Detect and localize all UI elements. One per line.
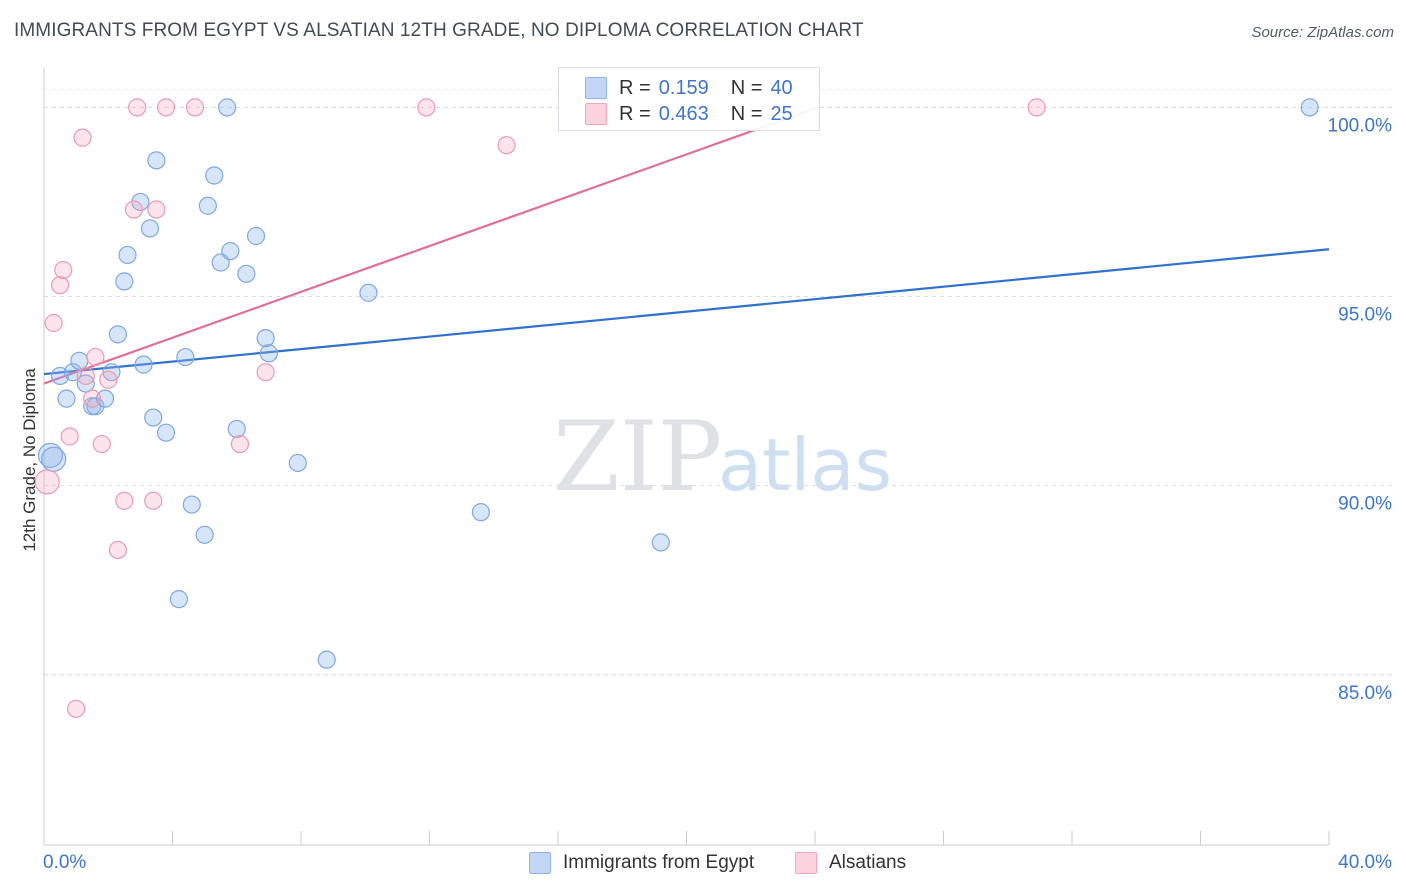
data-point-egypt	[169, 590, 189, 609]
trend-lines	[43, 106, 1330, 385]
data-point-egypt	[76, 374, 95, 393]
data-point-egypt	[317, 650, 336, 669]
x-tick-max: 40.0%	[1338, 852, 1392, 873]
data-point-alsatian	[497, 136, 516, 155]
legend-row-egypt: R = 0.159 N = 40	[585, 76, 793, 100]
legend-label-alsatian: Alsatians	[829, 852, 907, 873]
data-point-alsatian	[256, 363, 275, 382]
data-point-egypt	[37, 442, 64, 468]
data-point-alsatian	[54, 260, 73, 280]
data-point-alsatian	[83, 389, 102, 408]
watermark-atlas: atlas	[718, 423, 892, 507]
data-point-alsatian	[76, 366, 95, 386]
legend-r-label: R =	[619, 102, 651, 125]
y-tick-label: 90.0%	[1338, 494, 1392, 515]
y-tick-labels: 85.0% 90.0% 95.0% 100.0%	[1328, 115, 1393, 703]
watermark-zip: ZIP	[553, 401, 722, 513]
legend-swatch-alsatian	[795, 852, 817, 874]
data-point-egypt	[246, 226, 266, 246]
data-point-egypt	[156, 423, 176, 442]
data-point-alsatian	[156, 98, 176, 117]
data-point-alsatian	[86, 347, 105, 367]
data-point-alsatian	[44, 313, 63, 333]
legend-n-value: 40	[770, 76, 793, 99]
trend-line-alsatian	[43, 106, 819, 385]
source-label: Source: ZipAtlas.com	[1251, 24, 1394, 41]
data-point-egypt	[134, 355, 153, 374]
data-point-alsatian	[50, 276, 70, 295]
data-point-alsatian	[230, 434, 250, 454]
data-point-egypt	[1300, 98, 1319, 117]
data-point-egypt	[131, 192, 150, 212]
data-point-egypt	[57, 389, 76, 408]
y-tick-label: 95.0%	[1338, 305, 1392, 326]
data-point-egypt	[195, 525, 214, 544]
data-point-alsatian	[124, 200, 144, 219]
data-point-egypt	[471, 503, 490, 522]
data-point-alsatian	[147, 200, 166, 219]
data-point-egypt	[237, 264, 256, 283]
series-legend: Immigrants from Egypt Alsatians	[0, 852, 1406, 878]
data-point-alsatian	[144, 491, 163, 510]
data-point-egypt	[221, 242, 240, 261]
legend-item-egypt[interactable]: Immigrants from Egypt	[529, 852, 754, 874]
data-points	[34, 98, 1319, 718]
axes	[43, 68, 1330, 846]
data-point-alsatian	[185, 98, 205, 117]
legend-swatch-egypt	[529, 852, 551, 874]
data-point-egypt	[147, 151, 166, 170]
data-point-egypt	[95, 389, 115, 408]
data-point-egypt	[259, 344, 278, 363]
data-point-alsatian	[73, 128, 92, 147]
data-point-egypt	[256, 329, 275, 348]
data-point-egypt	[182, 495, 201, 514]
data-point-egypt	[115, 272, 134, 291]
data-point-alsatian	[128, 98, 147, 117]
data-point-egypt	[205, 166, 224, 185]
legend-n-label: N =	[730, 76, 763, 99]
data-point-egypt	[359, 283, 378, 302]
data-point-egypt	[288, 453, 307, 473]
trend-line-egypt	[43, 248, 1330, 376]
legend-r-value: 0.159	[658, 76, 709, 99]
data-point-egypt	[218, 98, 237, 117]
data-point-egypt	[176, 347, 195, 367]
chart-title: IMMIGRANTS FROM EGYPT VS ALSATIAN 12TH G…	[14, 20, 864, 41]
grid-lines	[44, 88, 1392, 676]
data-point-egypt	[41, 446, 67, 472]
legend-r-label: R =	[619, 76, 651, 99]
data-point-egypt	[118, 245, 137, 265]
data-point-alsatian	[99, 370, 118, 389]
legend-n-label: N =	[730, 102, 763, 125]
data-point-alsatian	[108, 540, 127, 560]
data-point-egypt	[144, 408, 163, 427]
legend-swatch-alsatian	[585, 103, 607, 125]
legend-row-alsatian: R = 0.463 N = 25	[585, 102, 793, 126]
correlation-legend: R = 0.159 N = 40 R = 0.463 N = 25	[558, 67, 820, 131]
legend-r-value: 0.463	[658, 102, 709, 125]
data-point-alsatian	[1027, 98, 1046, 117]
legend-label-egypt: Immigrants from Egypt	[563, 852, 755, 873]
data-point-alsatian	[115, 491, 134, 510]
data-point-egypt	[140, 219, 160, 238]
data-point-alsatian	[34, 469, 60, 495]
x-tick-min: 0.0%	[43, 852, 87, 873]
data-point-egypt	[70, 351, 89, 370]
legend-n-value: 25	[770, 102, 793, 125]
data-point-alsatian	[60, 427, 79, 446]
data-point-alsatian	[92, 434, 111, 454]
data-point-egypt	[651, 533, 670, 552]
y-axis-label: 12th Grade, No Diploma	[20, 368, 39, 552]
data-point-egypt	[198, 196, 217, 215]
legend-swatch-egypt	[585, 77, 607, 99]
data-point-alsatian	[67, 699, 86, 718]
data-point-egypt	[227, 419, 246, 439]
y-tick-label: 85.0%	[1338, 683, 1392, 704]
data-point-alsatian	[417, 98, 436, 117]
legend-item-alsatian[interactable]: Alsatians	[795, 852, 906, 874]
y-tick-label: 100.0%	[1328, 115, 1393, 136]
data-point-egypt	[108, 325, 127, 344]
